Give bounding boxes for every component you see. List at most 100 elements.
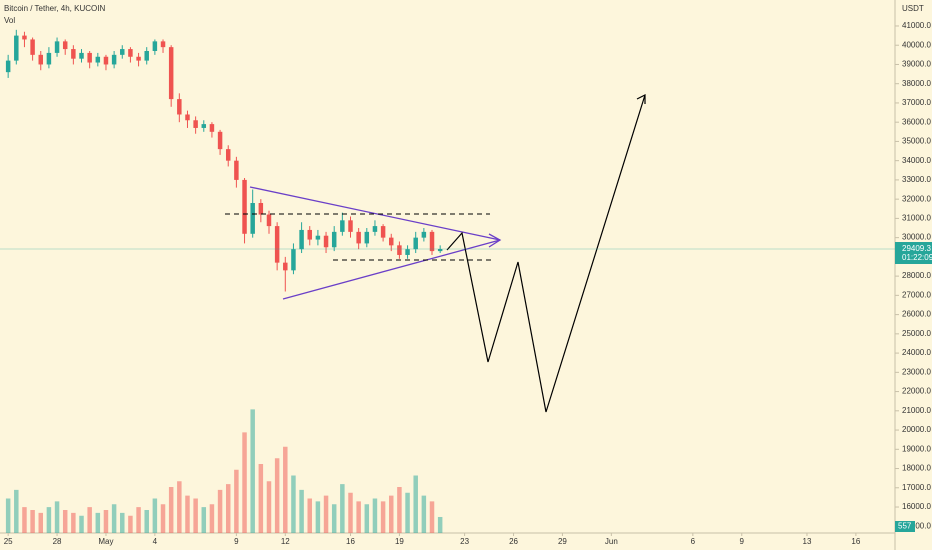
volume-bar [364, 504, 370, 533]
volume-bar [144, 510, 149, 533]
volume-bar [331, 504, 337, 533]
candle-body [413, 237, 418, 250]
y-tick-label: 26000.0 [902, 310, 931, 319]
candle-body [340, 220, 345, 232]
volume-last-label: 557 [898, 522, 912, 531]
volume-bar [299, 489, 304, 533]
volume-bar [323, 495, 329, 533]
volume-bar [193, 498, 198, 533]
y-tick-label: 39000.0 [902, 60, 931, 69]
y-tick-label: 28000.0 [902, 271, 931, 280]
candle-body [30, 39, 35, 55]
volume-bar [160, 504, 166, 533]
volume-bar [62, 510, 68, 533]
candle-body [95, 56, 101, 63]
volume-bar [14, 489, 19, 533]
volume-bar [291, 475, 296, 533]
volume-bar [217, 489, 223, 533]
candle-body [71, 49, 76, 59]
volume-bar [372, 498, 378, 533]
volume-bar [38, 512, 43, 533]
volume-bar [209, 504, 215, 533]
volume-bar [54, 501, 60, 533]
candle-body [46, 52, 52, 65]
candle-body [405, 249, 410, 255]
volume-bar [46, 507, 52, 533]
candle-body [136, 56, 141, 61]
candle-body [217, 131, 223, 150]
y-tick-label: 17000.0 [902, 483, 931, 492]
last-price-label: 29409.3 [902, 244, 931, 253]
triangle-arrow [488, 233, 502, 248]
volume-bar [274, 458, 280, 533]
x-tick-label: 16 [851, 537, 860, 546]
y-tick-label: 34000.0 [902, 156, 931, 165]
candle-body [250, 203, 255, 234]
candle-body [225, 149, 231, 161]
volume-bar [136, 507, 141, 533]
x-tick-label: 19 [395, 537, 404, 546]
triangle-upper [249, 186, 501, 241]
volume-bar [168, 487, 174, 533]
candle-body [258, 203, 264, 215]
volume-bar [389, 495, 394, 533]
candle-body [128, 49, 133, 57]
volume-bar [340, 484, 345, 533]
countdown-label: 01:22:09 [902, 253, 932, 262]
volume-bar [307, 498, 312, 533]
volume-bar [128, 515, 133, 533]
volume-bar [429, 501, 435, 533]
triangle-lower [282, 239, 501, 300]
last-price-box [895, 242, 932, 265]
candle-body [87, 52, 92, 63]
volume-bar [405, 492, 410, 533]
volume-label: Vol [4, 16, 15, 25]
candle-body [5, 60, 11, 73]
candle-body [160, 41, 166, 48]
projection-arrow [636, 94, 646, 104]
volume-bar [87, 507, 92, 533]
y-tick-label: 35000.0 [902, 137, 931, 146]
x-tick-label: Jun [605, 537, 618, 546]
candle-body [380, 226, 386, 238]
y-tick-label: 31000.0 [902, 214, 931, 223]
candle-body [177, 99, 182, 115]
x-tick-label: 4 [153, 537, 158, 546]
volume-bar [258, 464, 264, 533]
y-tick-label: 15000.0 [902, 521, 931, 530]
volume-bar [356, 501, 361, 533]
candle-body [291, 249, 296, 271]
y-tick-label: 41000.0 [902, 21, 931, 30]
volume-bar [315, 501, 321, 533]
candle-body [323, 235, 329, 248]
candle-body [283, 262, 288, 271]
x-tick-label: 6 [691, 537, 696, 546]
x-tick-label: May [98, 537, 113, 546]
volume-bar [79, 515, 84, 533]
volume-bar [201, 507, 207, 533]
x-tick-label: 25 [4, 537, 13, 546]
candle-body [364, 231, 370, 244]
volume-bar [250, 409, 255, 533]
x-tick-label: 28 [53, 537, 62, 546]
candle-body [111, 54, 117, 65]
y-tick-label: 19000.0 [902, 444, 931, 453]
y-tick-label: 24000.0 [902, 348, 931, 357]
y-tick-label: 37000.0 [902, 98, 931, 107]
y-tick-label: 36000.0 [902, 117, 931, 126]
candle-body [315, 235, 321, 240]
volume-last-box [895, 521, 915, 532]
x-tick-label: 16 [346, 537, 355, 546]
y-tick-label: 16000.0 [902, 502, 931, 511]
candle-body [152, 41, 158, 51]
volume-bar [103, 510, 109, 533]
candle-body [348, 220, 353, 232]
volume-bar [348, 492, 353, 533]
volume-bar [152, 498, 158, 533]
x-tick-label: 9 [234, 537, 239, 546]
candle-body [120, 49, 125, 55]
volume-bar [177, 481, 182, 533]
candle-body [193, 120, 198, 128]
